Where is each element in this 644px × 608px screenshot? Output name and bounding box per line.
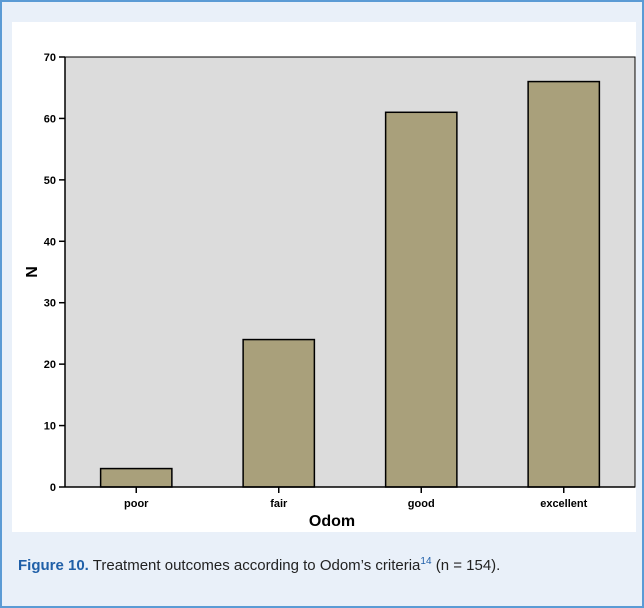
x-tick-label-fair: fair — [270, 498, 288, 510]
y-tick-label: 50 — [44, 175, 56, 187]
y-tick-label: 30 — [44, 298, 56, 310]
bar-fair — [242, 338, 316, 488]
y-axis-label: N — [24, 266, 41, 278]
figure-label: Figure 10. — [18, 557, 89, 574]
y-axis-ticks: 0 10 20 30 40 50 60 70 — [44, 52, 65, 494]
y-tick-label: 10 — [44, 421, 56, 433]
x-tick-label-good: good — [408, 498, 435, 510]
figure-caption: Figure 10. Treatment outcomes according … — [18, 552, 618, 576]
y-tick-label: 70 — [44, 52, 56, 64]
x-tick-label-poor: poor — [124, 498, 149, 510]
caption-text-end: (n = 154). — [431, 557, 501, 574]
y-tick-label: 40 — [44, 236, 56, 248]
caption-text: Treatment outcomes according to Odom’s c… — [92, 557, 421, 574]
y-tick-label: 60 — [44, 113, 56, 125]
bar-good — [384, 111, 458, 488]
caption-reference[interactable]: 14 — [420, 556, 432, 567]
bar-poor — [99, 467, 173, 488]
y-tick-label: 0 — [50, 482, 56, 494]
x-tick-label-excellent: excellent — [540, 498, 587, 510]
y-tick-label: 20 — [44, 359, 56, 371]
bar-excellent — [527, 80, 601, 488]
x-axis-ticks: poor fair good excellent — [124, 487, 588, 510]
x-axis-label: Odom — [309, 513, 355, 530]
